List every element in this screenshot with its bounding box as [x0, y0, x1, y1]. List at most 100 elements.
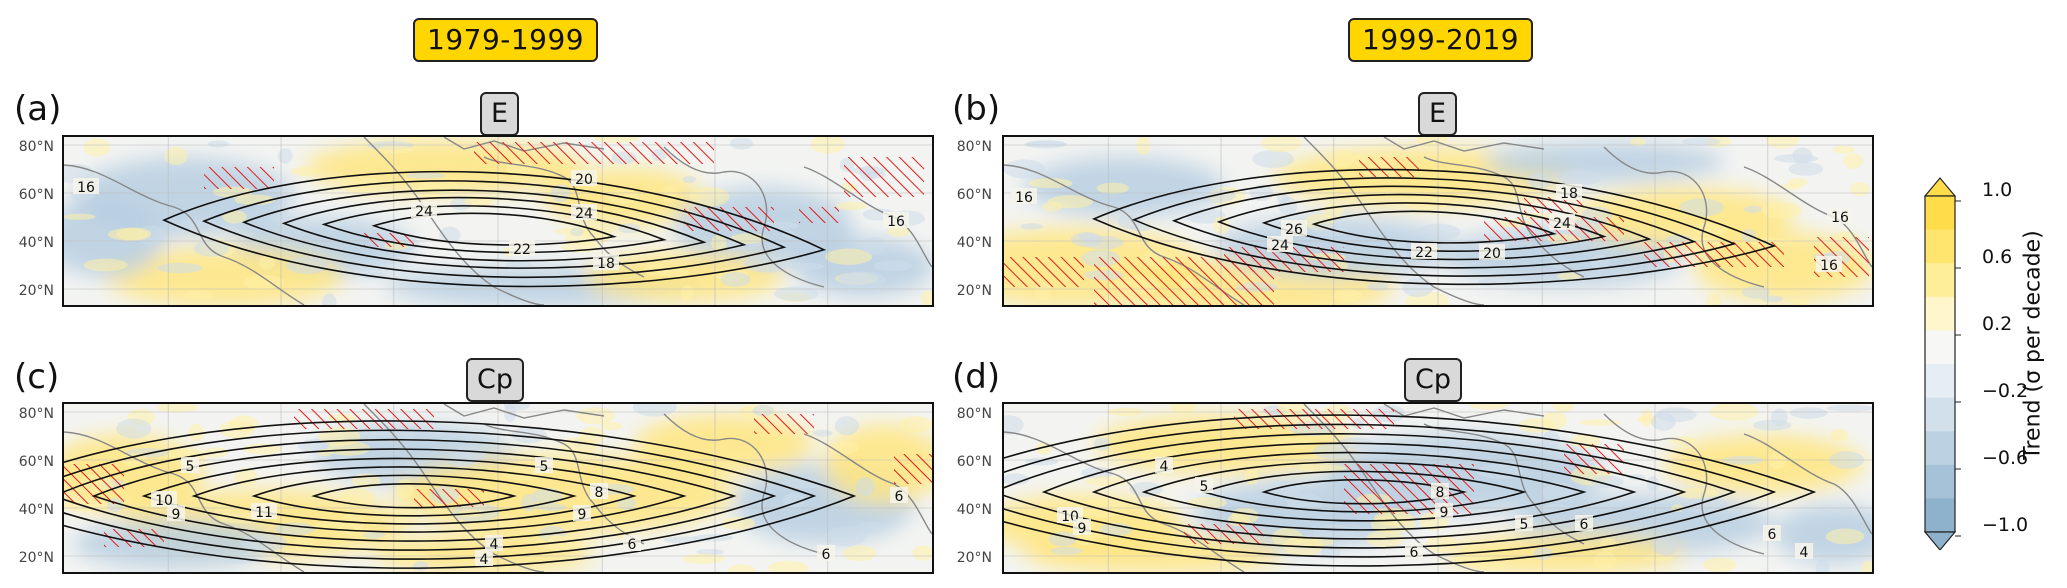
negative-speck [503, 404, 531, 411]
negative-trend-area [794, 237, 932, 297]
contour-label-bg [571, 204, 597, 220]
positive-speck [1330, 149, 1354, 168]
contour-label: 6 [1410, 545, 1419, 561]
climatology-contours [162, 170, 827, 288]
positive-speck [502, 466, 544, 481]
contour-line [1171, 185, 1697, 269]
trend-texture [64, 404, 932, 572]
coastlines [64, 404, 932, 572]
contour-label-bg [1556, 184, 1582, 200]
positive-speck [222, 210, 247, 224]
negative-speck [1761, 295, 1784, 303]
negative-speck [782, 532, 817, 539]
negative-speck [1558, 169, 1603, 186]
contour-line [1261, 202, 1607, 252]
positive-trend-area [104, 247, 344, 305]
map-panel-d: 4 5 10 9 8 9 6 5 6 6 4 [1002, 402, 1874, 574]
contour-label: 24 [575, 206, 593, 222]
positive-speck [1765, 137, 1800, 149]
negative-speck [1026, 140, 1066, 148]
contour-label-bg [411, 202, 437, 218]
contour-label-bg [167, 505, 185, 521]
coastline-america-east [1423, 156, 1585, 278]
contour-label-bg [485, 535, 503, 551]
contour-line [201, 180, 787, 279]
negative-speck [856, 521, 884, 532]
contour-label: 16 [1831, 210, 1849, 226]
positive-speck [600, 421, 623, 431]
negative-speck [773, 286, 819, 302]
contour-label: 4 [480, 552, 489, 568]
hatched-area [1644, 242, 1784, 267]
negative-speck [536, 503, 567, 512]
contour-line [1091, 451, 1637, 531]
positive-speck [1843, 153, 1864, 170]
contour-label: 6 [628, 537, 637, 553]
contour-line [64, 429, 817, 560]
contour-label: 22 [513, 242, 531, 258]
contour-line [64, 420, 857, 569]
contour-label: 8 [595, 485, 604, 501]
positive-speck [1552, 404, 1574, 413]
map-panel-b: 16 18 26 24 22 20 24 16 16 [1002, 135, 1874, 307]
lat-tick: 40°N [956, 502, 992, 518]
negative-speck [194, 240, 230, 257]
hatched-area [1359, 157, 1419, 177]
contour-label-bg [151, 491, 177, 507]
positive-speck [899, 416, 932, 433]
colorbar-tick: −0.2 [1982, 380, 2029, 402]
coastline-arctic [1383, 137, 1545, 152]
contour-label: 11 [255, 505, 273, 521]
contour-label: 5 [1520, 517, 1529, 533]
coastline-america-west [1303, 137, 1485, 305]
lat-tick: 40°N [18, 502, 54, 518]
positive-speck [682, 553, 725, 564]
positive-speck [64, 213, 96, 220]
contour-label: 9 [172, 507, 181, 523]
lat-tick: 40°N [956, 235, 992, 251]
colorbar-label: Trend (σ per decade) [2018, 190, 2048, 500]
negative-speck [1646, 476, 1660, 492]
lat-tick: 80°N [18, 139, 54, 155]
positive-speck [327, 441, 371, 456]
negative-speck [1050, 546, 1083, 555]
negative-speck [116, 418, 152, 439]
positive-speck [1332, 288, 1363, 303]
positive-speck [1425, 535, 1458, 553]
colorbar-block [1925, 330, 1955, 365]
lat-tick: 40°N [18, 235, 54, 251]
positive-speck [395, 479, 415, 499]
hatched-area [799, 207, 839, 223]
positive-speck [234, 194, 276, 206]
positive-speck [1028, 177, 1073, 189]
contour-line [371, 212, 617, 246]
positive-speck [1096, 182, 1129, 194]
hatched-area [294, 409, 434, 429]
contour-label: 22 [1415, 245, 1433, 261]
colorbar [1923, 177, 1961, 550]
contour-line [1004, 423, 1777, 558]
negative-speck [873, 260, 913, 272]
negative-speck [532, 487, 563, 505]
lat-tick: 60°N [956, 454, 992, 470]
panel-letter-a: (a) [14, 89, 62, 129]
negative-speck [322, 293, 337, 305]
contour-label: 20 [575, 172, 593, 188]
negative-speck [752, 404, 775, 417]
coastline-europe [663, 146, 825, 288]
contour-line [1004, 433, 1737, 549]
contour-label-bg [1411, 243, 1437, 259]
hatched-area [1524, 197, 1584, 213]
coastline-america-east [483, 423, 645, 545]
negative-speck [789, 262, 825, 270]
contour-label: 4 [1800, 545, 1809, 561]
contour-label-bg [251, 503, 277, 519]
positive-speck [1861, 560, 1872, 572]
colorbar-label-text: Trend (σ per decade) [2020, 230, 2046, 460]
positive-speck [293, 535, 315, 551]
negative-speck [729, 137, 754, 150]
lat-tick: 20°N [956, 283, 992, 299]
negative-speck [1679, 198, 1724, 217]
